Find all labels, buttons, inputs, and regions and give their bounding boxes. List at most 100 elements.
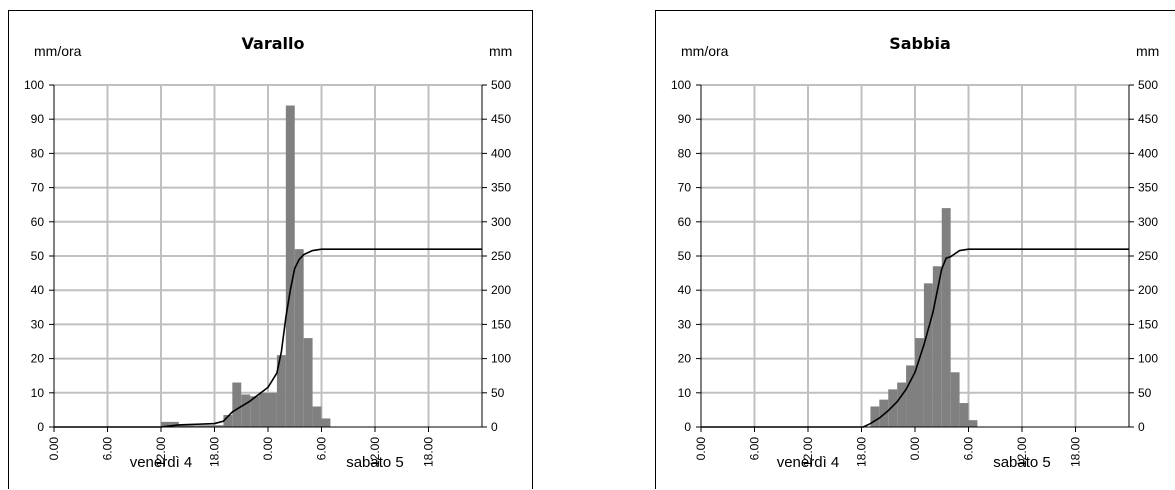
y-left-tick-label: 100: [24, 78, 44, 92]
bar: [205, 425, 215, 427]
bar: [897, 382, 907, 427]
y-right-tick-label: 0: [491, 420, 498, 434]
x-tick-label: 12.00: [801, 437, 815, 467]
bar: [915, 338, 924, 427]
bar: [161, 421, 170, 427]
y-left-tick-label: 100: [671, 78, 691, 92]
bar: [959, 403, 969, 427]
x-tick-label: 0.00: [47, 437, 61, 461]
y-left-tick-label: 50: [678, 249, 692, 263]
bar: [294, 249, 304, 427]
bar: [906, 365, 915, 427]
x-tick-label: 0.00: [694, 437, 708, 461]
y-left-tick-label: 50: [31, 249, 45, 263]
y-left-tick-label: 0: [37, 420, 44, 434]
bar: [941, 208, 951, 427]
y-right-tick-label: 50: [491, 386, 505, 400]
chart-panel-varallo: Varallo mm/ora mm 0 10 20 30 40 50 60 70 80 90 100 0 50…: [8, 10, 533, 489]
y-right-tick-label: 200: [491, 283, 511, 297]
bar: [169, 421, 179, 427]
bar: [223, 415, 233, 427]
y-left-tick-label: 30: [31, 317, 45, 331]
bar: [276, 355, 286, 427]
bar: [196, 425, 206, 427]
y-left-tick-label: 90: [678, 112, 692, 126]
bar: [950, 372, 960, 427]
y-left-tick-label: 10: [678, 386, 692, 400]
y-left-tick-label: 60: [31, 215, 45, 229]
y-right-tick-label: 500: [1138, 78, 1158, 92]
bar-series: [870, 208, 978, 427]
y-right-tick-label: 100: [1138, 352, 1158, 366]
bar: [888, 389, 898, 427]
bar: [968, 420, 978, 427]
y-left-tick-label: 30: [678, 317, 692, 331]
y-right-tick-label: 400: [491, 146, 511, 160]
y-right-tick-label: 300: [1138, 215, 1158, 229]
y-left-tick-label: 90: [31, 112, 45, 126]
y-axis-left-label: mm/ora: [34, 43, 82, 59]
y-right-tick-label: 250: [1138, 249, 1158, 263]
x-tick-label: 6.00: [315, 437, 329, 461]
bar: [232, 382, 242, 427]
y-right-tick-label: 150: [1138, 317, 1158, 331]
bar: [303, 338, 313, 427]
cumulative-line: [54, 248, 482, 428]
y-right-tick-label: 450: [491, 112, 511, 126]
y-left-tick-label: 20: [31, 352, 45, 366]
bar: [285, 105, 295, 428]
y-right-tick-label: 0: [1138, 420, 1145, 434]
x-tick-label: 6.00: [748, 437, 762, 461]
x-tick-label: 18.00: [855, 437, 869, 467]
cumulative-line: [701, 248, 1129, 428]
y-right-tick-label: 200: [1138, 283, 1158, 297]
y-axis-right-label: mm: [1136, 43, 1159, 59]
y-left-tick-label: 10: [31, 386, 45, 400]
y-left-tick-label: 60: [678, 215, 692, 229]
day-label-saturday: sabato 5: [346, 454, 404, 471]
y-right-tick-label: 450: [1138, 112, 1158, 126]
y-axis-left-label: mm/ora: [681, 43, 729, 59]
x-tick-label: 12.00: [368, 437, 382, 467]
bar: [268, 392, 277, 427]
y-left-tick-label: 80: [31, 146, 45, 160]
chart-title: Sabbia: [889, 34, 951, 53]
day-label-saturday: sabato 5: [993, 454, 1051, 471]
chart-panel-sabbia: Sabbia mm/ora mm 0 10 20 30 40 50 60 70 80 90 100 0 50 1…: [655, 10, 1175, 489]
y-left-tick-label: 40: [678, 283, 692, 297]
y-right-tick-label: 300: [491, 215, 511, 229]
x-tick-label: 0.00: [261, 437, 275, 461]
gridlines: [54, 84, 482, 427]
x-tick-label: 6.00: [962, 437, 976, 461]
y-left-tick-label: 70: [31, 181, 45, 195]
y-left-tick-label: 40: [31, 283, 45, 297]
bar: [870, 406, 880, 427]
x-tick-label: 12.00: [154, 437, 168, 467]
chart-svg: Varallo mm/ora mm 0 10 20 30 40 50 60 70 80 90 100 0 50…: [24, 34, 512, 471]
chart-title: Varallo: [242, 34, 305, 53]
y-right-tick-label: 400: [1138, 146, 1158, 160]
y-right-tick-label: 350: [491, 181, 511, 195]
y-left-tick-label: 80: [678, 146, 692, 160]
y-left-tick-label: 20: [678, 352, 692, 366]
y-left-tick-label: 0: [684, 420, 691, 434]
day-label-friday: venerdì 4: [777, 454, 840, 471]
y-right-tick-label: 350: [1138, 181, 1158, 195]
x-tick-label: 18.00: [1069, 437, 1083, 467]
y-right-tick-label: 250: [491, 249, 511, 263]
bar: [312, 406, 322, 427]
bar: [178, 425, 188, 427]
bar: [321, 418, 331, 427]
bar: [259, 392, 268, 427]
x-tick-label: 12.00: [1015, 437, 1029, 467]
bar: [241, 394, 251, 427]
x-tick-label: 18.00: [422, 437, 436, 467]
y-right-tick-label: 50: [1138, 386, 1152, 400]
bar-series: [161, 105, 331, 428]
day-label-friday: venerdì 4: [130, 454, 193, 471]
bar: [923, 283, 933, 427]
y-left-tick-label: 70: [678, 181, 692, 195]
x-tick-label: 6.00: [101, 437, 115, 461]
bar: [932, 266, 942, 427]
x-tick-label: 18.00: [208, 437, 222, 467]
